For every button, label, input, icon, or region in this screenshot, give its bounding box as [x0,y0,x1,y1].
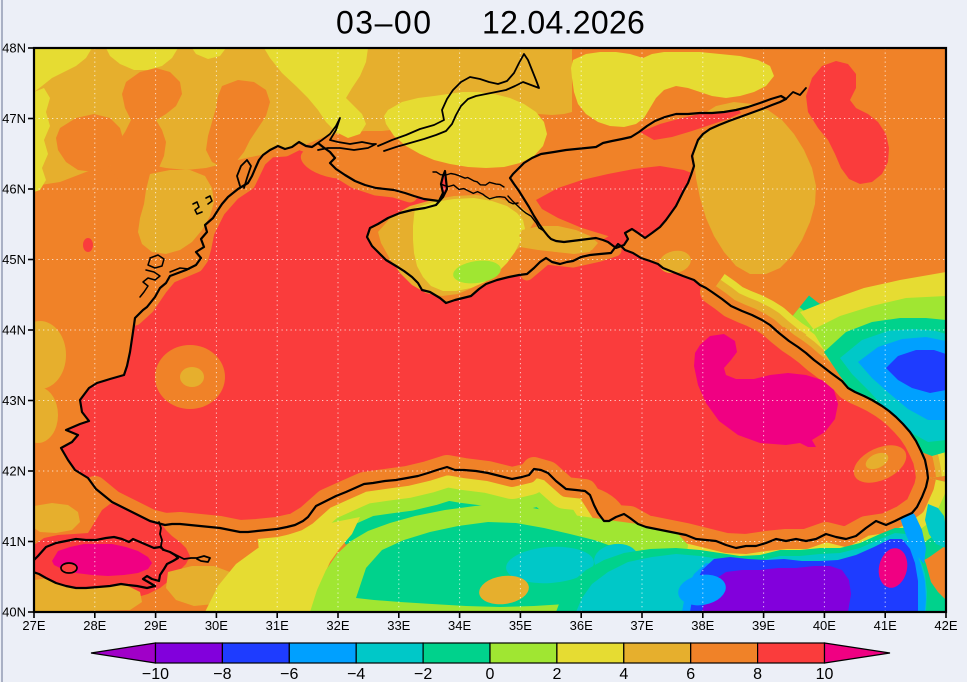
svg-text:29E: 29E [144,618,167,633]
svg-text:10: 10 [816,666,834,682]
svg-text:36E: 36E [570,618,593,633]
svg-text:46N: 46N [2,182,26,197]
svg-text:32E: 32E [326,618,349,633]
svg-text:31E: 31E [266,618,289,633]
svg-text:−2: −2 [414,666,432,682]
svg-text:8: 8 [753,666,762,682]
svg-text:41N: 41N [2,534,26,549]
svg-text:2: 2 [552,666,561,682]
svg-text:−10: −10 [142,666,169,682]
svg-text:30E: 30E [205,618,228,633]
svg-text:0: 0 [486,666,495,682]
svg-text:−6: −6 [280,666,298,682]
svg-text:6: 6 [686,666,695,682]
svg-text:39E: 39E [752,618,775,633]
svg-text:48N: 48N [2,41,26,56]
svg-text:03–00: 03–00 [336,5,432,41]
svg-text:27E: 27E [22,618,45,633]
svg-text:45N: 45N [2,252,26,267]
svg-text:−4: −4 [347,666,365,682]
svg-text:38E: 38E [691,618,714,633]
svg-text:12.04.2026: 12.04.2026 [482,5,645,41]
svg-text:47N: 47N [2,111,26,126]
svg-text:28E: 28E [83,618,106,633]
svg-text:40N: 40N [2,605,26,620]
svg-text:40E: 40E [813,618,836,633]
svg-text:41E: 41E [874,618,897,633]
svg-text:42N: 42N [2,464,26,479]
svg-text:44N: 44N [2,323,26,338]
svg-text:33E: 33E [387,618,410,633]
svg-text:35E: 35E [509,618,532,633]
svg-text:37E: 37E [630,618,653,633]
svg-text:−8: −8 [213,666,231,682]
svg-text:4: 4 [619,666,628,682]
svg-text:42E: 42E [934,618,957,633]
svg-text:43N: 43N [2,393,26,408]
svg-text:34E: 34E [448,618,471,633]
